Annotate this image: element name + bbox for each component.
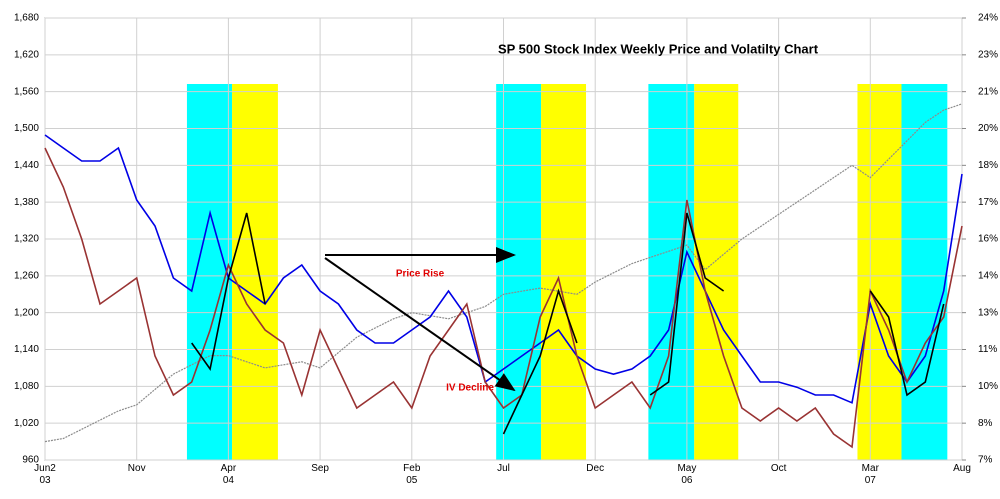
y2-tick-label: 10% [978,381,998,392]
highlight-band [232,84,278,460]
y-tick-label: 1,320 [14,234,39,245]
chart-title: SP 500 Stock Index Weekly Price and Vola… [498,41,819,56]
y2-tick-label: 8% [978,418,993,429]
series-line [44,147,963,449]
x-tick-label: Mar 07 [862,463,880,486]
x-tick-label: May 06 [677,463,696,486]
x-tick-label: Aug [953,463,971,474]
series-line [44,134,963,404]
y-tick-label: 1,560 [14,86,39,97]
y2-tick-label: 7% [978,455,993,466]
series-line [191,212,945,435]
y2-tick-label: 13% [978,307,998,318]
x-tick-label: Jun2 03 [34,463,56,486]
y2-tick-label: 18% [978,160,998,171]
highlight-band [857,84,902,460]
y2-tick-label: 16% [978,234,998,245]
y-tick-label: 1,140 [14,344,39,355]
highlight-band [901,84,948,460]
arrow [324,257,516,392]
y-tick-label: 1,200 [14,307,39,318]
series-line [44,103,963,443]
y2-tick-label: 11% [978,344,997,355]
y-tick-label: 1,080 [14,381,39,392]
y2-tick-label: 20% [978,123,998,134]
x-tick-label: Oct [771,463,787,474]
y-tick-label: 1,440 [14,160,39,171]
y2-tick-label: 24% [978,13,998,24]
y-tick-label: 1,680 [14,13,39,24]
y-tick-label: 1,620 [14,49,39,60]
x-tick-label: Feb 05 [403,463,421,486]
y-tick-label: 1,380 [14,197,39,208]
y-tick-label: 960 [22,455,39,466]
y-tick-label: 1,500 [14,123,39,134]
x-tick-label: Sep [311,463,329,474]
x-tick-label: Jul [497,463,510,474]
highlight-band [186,84,233,460]
y2-tick-label: 23% [978,49,998,60]
highlight-band [541,84,587,460]
annotation: Price Rise [396,269,445,280]
annotation: IV Decline [446,383,494,394]
x-tick-label: Apr 04 [221,463,237,486]
y2-tick-label: 17% [978,197,998,208]
y2-tick-label: 14% [978,270,998,281]
y-tick-label: 1,260 [14,270,39,281]
y-tick-label: 1,020 [14,418,39,429]
x-tick-label: Dec [586,463,604,474]
x-tick-label: Nov [128,463,146,474]
y2-tick-label: 21% [978,86,998,97]
